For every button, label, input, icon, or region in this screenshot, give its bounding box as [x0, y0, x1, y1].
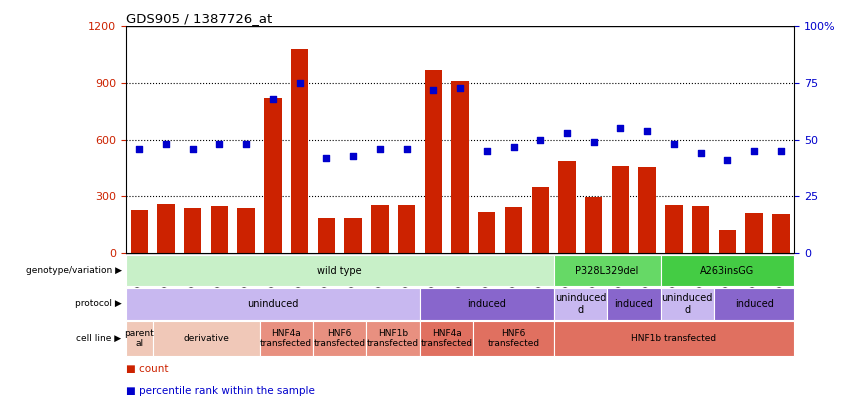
Bar [719, 230, 736, 253]
Point [293, 80, 306, 86]
Point [747, 148, 761, 154]
Text: derivative: derivative [183, 334, 229, 343]
Point [667, 141, 681, 147]
Point [132, 145, 146, 152]
Text: HNF6
transfected: HNF6 transfected [313, 329, 365, 348]
Text: HNF4a
transfected: HNF4a transfected [260, 329, 312, 348]
Bar [184, 208, 201, 253]
Point [614, 125, 628, 132]
Point [373, 145, 387, 152]
Bar [157, 204, 174, 253]
Bar [398, 205, 415, 253]
Point [319, 155, 333, 161]
Bar [345, 218, 362, 253]
Point [480, 148, 494, 154]
Text: HNF4a
transfected: HNF4a transfected [421, 329, 473, 348]
Point [774, 148, 788, 154]
Bar [639, 167, 656, 253]
Point [720, 157, 734, 163]
Text: uninduced: uninduced [247, 299, 299, 309]
Point [694, 150, 707, 157]
Bar [505, 207, 523, 253]
Bar [558, 160, 575, 253]
Point [399, 145, 413, 152]
Text: uninduced
d: uninduced d [661, 293, 713, 315]
Text: HNF6
transfected: HNF6 transfected [488, 329, 540, 348]
Text: P328L329del: P328L329del [575, 266, 639, 275]
Text: HNF1b transfected: HNF1b transfected [631, 334, 716, 343]
Point [533, 136, 547, 143]
Point [346, 152, 360, 159]
Text: wild type: wild type [318, 266, 362, 275]
Bar [665, 205, 682, 253]
Text: induced: induced [734, 299, 773, 309]
Bar [318, 218, 335, 253]
Bar [773, 214, 790, 253]
Point [426, 87, 440, 93]
Bar [478, 211, 496, 253]
Point [560, 130, 574, 136]
Point [213, 141, 227, 147]
Bar [746, 213, 763, 253]
Bar [451, 81, 469, 253]
Text: ■ count: ■ count [126, 364, 168, 374]
Bar [291, 49, 308, 253]
Point [453, 84, 467, 91]
Text: cell line ▶: cell line ▶ [76, 334, 122, 343]
Bar [372, 205, 389, 253]
Bar [692, 206, 709, 253]
Text: uninduced
d: uninduced d [555, 293, 606, 315]
Text: parent
al: parent al [124, 329, 155, 348]
Text: ■ percentile rank within the sample: ■ percentile rank within the sample [126, 386, 315, 396]
Bar [424, 70, 442, 253]
Point [641, 128, 654, 134]
Text: protocol ▶: protocol ▶ [75, 299, 122, 308]
Bar [130, 210, 148, 253]
Text: HNF1b
transfected: HNF1b transfected [367, 329, 419, 348]
Point [240, 141, 253, 147]
Bar [264, 98, 281, 253]
Bar [211, 206, 228, 253]
Bar [612, 166, 629, 253]
Point [507, 143, 521, 150]
Text: GDS905 / 1387726_at: GDS905 / 1387726_at [126, 12, 272, 25]
Point [186, 145, 200, 152]
Point [587, 139, 601, 145]
Point [159, 141, 173, 147]
Text: induced: induced [467, 299, 506, 309]
Bar [585, 197, 602, 253]
Text: A263insGG: A263insGG [700, 266, 754, 275]
Point [266, 96, 279, 102]
Text: induced: induced [615, 299, 654, 309]
Bar [531, 187, 549, 253]
Text: genotype/variation ▶: genotype/variation ▶ [25, 266, 122, 275]
Bar [238, 208, 255, 253]
